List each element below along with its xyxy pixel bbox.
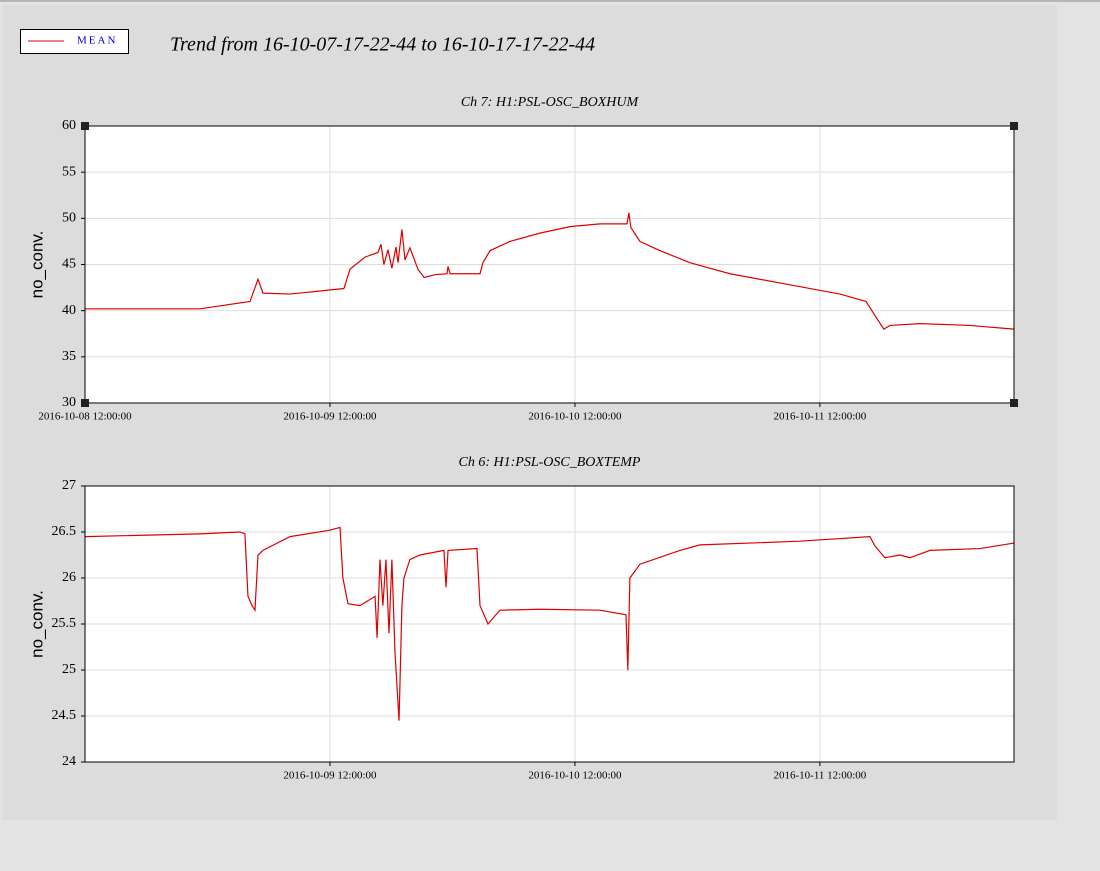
corner-handle	[1010, 122, 1018, 130]
y-tick-label: 35	[62, 349, 76, 364]
y-tick-label: 26.5	[52, 524, 77, 539]
data-line	[84, 526, 1015, 721]
y-tick-label: 26	[62, 570, 76, 585]
chart-title: Ch 7: H1:PSL-OSC_BOXHUM	[461, 95, 640, 110]
x-tick-label: 2016-10-08 12:00:00	[38, 411, 132, 423]
x-tick-label: 2016-10-10 12:00:00	[528, 770, 622, 782]
y-tick-label: 27	[62, 478, 76, 493]
x-tick-label: 2016-10-09 12:00:00	[283, 770, 377, 782]
x-tick-label: 2016-10-10 12:00:00	[528, 411, 622, 423]
y-axis-label: no_conv.	[27, 590, 46, 658]
y-tick-label: 45	[62, 257, 76, 272]
plot-frame	[84, 485, 1015, 763]
y-tick-label: 24	[62, 754, 76, 769]
plot-frame	[84, 125, 1015, 404]
y-tick-label: 55	[62, 164, 76, 179]
y-tick-label: 50	[62, 211, 76, 226]
y-tick-label: 25	[62, 662, 76, 677]
corner-handle	[81, 122, 89, 130]
corner-handle	[81, 399, 89, 407]
page-title: Trend from 16-10-07-17-22-44 to 16-10-17…	[170, 34, 595, 56]
legend-label: MEAN	[77, 35, 117, 47]
y-axis-label: no_conv.	[27, 231, 46, 299]
chart-title: Ch 6: H1:PSL-OSC_BOXTEMP	[459, 455, 641, 470]
y-tick-label: 60	[62, 118, 76, 133]
y-tick-label: 40	[62, 303, 76, 318]
y-tick-label: 25.5	[52, 616, 77, 631]
data-line	[85, 212, 1015, 330]
x-tick-label: 2016-10-09 12:00:00	[283, 411, 377, 423]
corner-handle	[1010, 399, 1018, 407]
y-tick-label: 30	[62, 395, 76, 410]
x-tick-label: 2016-10-11 12:00:00	[774, 411, 867, 423]
y-tick-label: 24.5	[52, 708, 77, 723]
x-tick-label: 2016-10-11 12:00:00	[774, 770, 867, 782]
